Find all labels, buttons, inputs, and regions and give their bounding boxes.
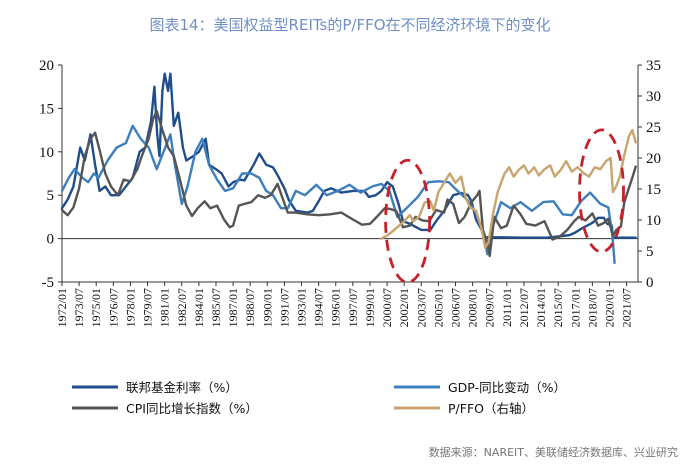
right-tick-label: 5 bbox=[646, 244, 654, 260]
legend-label: CPI同比增长指数（%） bbox=[126, 401, 258, 416]
series-layer bbox=[60, 72, 637, 265]
right-tick-label: 35 bbox=[646, 58, 661, 74]
legend: 联邦基金利率（%） GDP-同比变动（%） CPI同比增长指数（%） P/FFO（右轴… bbox=[72, 380, 566, 416]
x-tick-label: 2006/07 bbox=[449, 288, 463, 327]
x-tick-label: 1984/01 bbox=[192, 288, 206, 327]
right-tick-label: 15 bbox=[646, 182, 661, 198]
x-tick-label: 1996/01 bbox=[329, 288, 343, 327]
left-tick-label: 20 bbox=[39, 58, 54, 74]
legend-label: P/FFO（右轴） bbox=[448, 401, 534, 416]
x-tick-label: 2021/07 bbox=[620, 288, 634, 327]
x-tick-label: 1994/07 bbox=[312, 288, 326, 327]
highlight-ellipse-2 bbox=[578, 128, 625, 254]
x-tick-label: 2005/01 bbox=[431, 288, 445, 327]
right-tick-label: 25 bbox=[646, 120, 661, 136]
series-line-GDP-同比变动（%） bbox=[60, 124, 616, 265]
x-tick-label: 2020/01 bbox=[602, 288, 616, 327]
x-tick-label: 1975/01 bbox=[89, 288, 103, 327]
left-tick-label: 15 bbox=[39, 101, 54, 117]
left-tick-label: -5 bbox=[42, 275, 55, 291]
x-tick-label: 2012/07 bbox=[517, 288, 531, 327]
x-tick-label: 1979/07 bbox=[141, 288, 155, 327]
highlight-layer bbox=[384, 128, 625, 284]
legend-label: 联邦基金利率（%） bbox=[126, 380, 238, 395]
x-tick-label: 1997/07 bbox=[346, 288, 360, 327]
x-tick-label: 1990/01 bbox=[260, 288, 274, 327]
x-tick-label: 2002/01 bbox=[397, 288, 411, 327]
left-tick-label: 5 bbox=[47, 188, 55, 204]
x-tick-label: 2015/07 bbox=[551, 288, 565, 327]
right-tick-label: 30 bbox=[646, 89, 661, 105]
x-tick-label: 1988/07 bbox=[243, 288, 257, 327]
x-tick-label: 1972/01 bbox=[55, 288, 69, 327]
source-note: 数据来源：NAREIT、美联储经济数据库、兴业研究 bbox=[428, 446, 678, 459]
x-tick-label: 2018/07 bbox=[585, 288, 599, 327]
series-line-联邦基金利率（%） bbox=[60, 72, 637, 239]
right-tick-label: 20 bbox=[646, 151, 661, 167]
x-tick-label: 2003/07 bbox=[414, 288, 428, 327]
x-tick-label: 2008/01 bbox=[466, 288, 480, 327]
chart-title: 图表14：美国权益型REITs的P/FFO在不同经济环境下的变化 bbox=[149, 16, 551, 34]
x-tick-label: 2009/07 bbox=[483, 288, 497, 327]
legend-label: GDP-同比变动（%） bbox=[448, 380, 566, 395]
series-line-CPI同比增长指数（%） bbox=[60, 109, 637, 258]
x-tick-label: 2014/01 bbox=[534, 288, 548, 327]
left-tick-label: 0 bbox=[47, 232, 55, 248]
x-tick-label: 1973/07 bbox=[72, 288, 86, 327]
x-tick-label: 1978/01 bbox=[123, 288, 137, 327]
x-tick-label: 1993/01 bbox=[295, 288, 309, 327]
right-tick-label: 10 bbox=[646, 213, 661, 229]
x-tick-label: 1999/01 bbox=[363, 288, 377, 327]
x-tick-label: 2011/01 bbox=[500, 288, 514, 327]
x-tick-label: 1981/01 bbox=[158, 288, 172, 327]
x-tick-label: 1987/01 bbox=[226, 288, 240, 327]
highlight-ellipse-1 bbox=[384, 158, 432, 284]
x-tick-label: 1982/07 bbox=[175, 288, 189, 327]
x-tick-label: 2000/07 bbox=[380, 288, 394, 327]
x-tick-label: 1985/07 bbox=[209, 288, 223, 327]
x-tick-label: 1991/07 bbox=[277, 288, 291, 327]
x-tick-label: 1976/07 bbox=[106, 288, 120, 327]
x-tick-label: 2017/01 bbox=[568, 288, 582, 327]
left-tick-label: 10 bbox=[39, 145, 54, 161]
right-tick-label: 0 bbox=[646, 275, 654, 291]
